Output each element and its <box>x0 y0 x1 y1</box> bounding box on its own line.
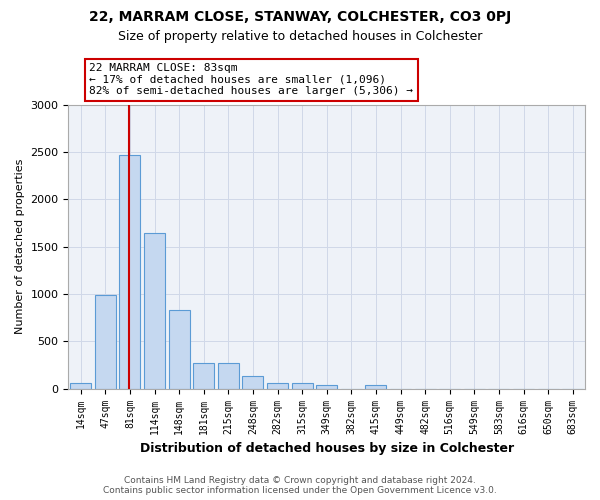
Bar <box>144 232 165 388</box>
Bar <box>267 384 288 388</box>
Text: Size of property relative to detached houses in Colchester: Size of property relative to detached ho… <box>118 30 482 43</box>
Bar <box>242 376 263 388</box>
Text: 22, MARRAM CLOSE, STANWAY, COLCHESTER, CO3 0PJ: 22, MARRAM CLOSE, STANWAY, COLCHESTER, C… <box>89 10 511 24</box>
Text: 22 MARRAM CLOSE: 83sqm
← 17% of detached houses are smaller (1,096)
82% of semi-: 22 MARRAM CLOSE: 83sqm ← 17% of detached… <box>89 63 413 96</box>
Bar <box>95 296 116 388</box>
Text: Contains HM Land Registry data © Crown copyright and database right 2024.
Contai: Contains HM Land Registry data © Crown c… <box>103 476 497 495</box>
Y-axis label: Number of detached properties: Number of detached properties <box>15 159 25 334</box>
Bar <box>292 384 313 388</box>
Bar <box>169 310 190 388</box>
Bar <box>193 363 214 388</box>
Bar <box>218 363 239 388</box>
Bar <box>119 155 140 388</box>
Bar <box>316 385 337 388</box>
Bar <box>365 385 386 388</box>
X-axis label: Distribution of detached houses by size in Colchester: Distribution of detached houses by size … <box>140 442 514 455</box>
Bar <box>70 384 91 388</box>
